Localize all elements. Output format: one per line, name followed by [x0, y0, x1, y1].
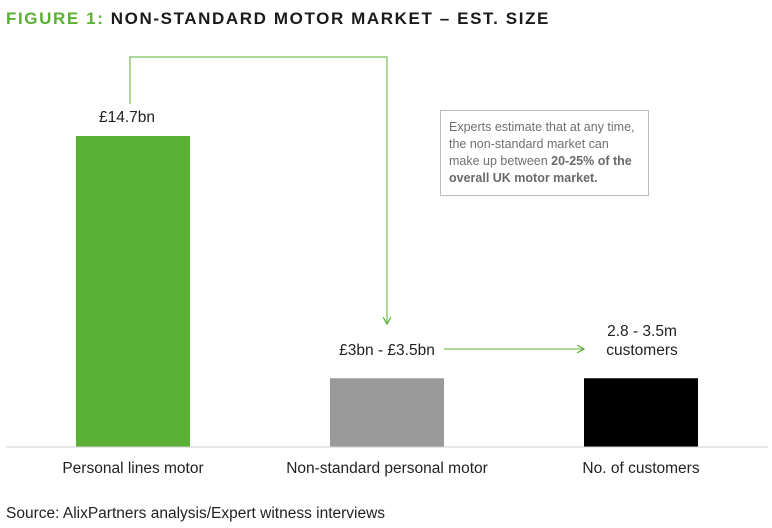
chart-title: NON-STANDARD MOTOR MARKET – EST. SIZE — [110, 9, 550, 28]
bar-chart: Personal lines motor Non-standard persona… — [6, 56, 768, 477]
figure-number: FIGURE 1: — [6, 9, 105, 28]
annotation-bold-tail: of the overall UK motor market. — [449, 154, 632, 185]
category-label-1: Personal lines motor — [62, 460, 203, 477]
value-label-2: £3bn - £3.5bn — [339, 342, 435, 359]
connector-arrow-1 — [129, 56, 387, 323]
value-label-1: £14.7bn — [99, 109, 155, 126]
figure-title: FIGURE 1: NON-STANDARD MOTOR MARKET – ES… — [6, 9, 550, 29]
source-note: Source: AlixPartners analysis/Expert wit… — [6, 505, 386, 522]
annotation-bold-range: 20-25% — [551, 154, 595, 168]
value-label-3: 2.8 - 3.5m customers — [606, 323, 678, 359]
annotation-text: Experts estimate that at any time, the n… — [449, 120, 635, 168]
category-label-2: Non-standard personal motor — [286, 460, 488, 477]
bar-3 — [584, 378, 698, 447]
annotation-box: Experts estimate that at any time, the n… — [440, 110, 649, 196]
category-label-3: No. of customers — [582, 460, 699, 477]
bar-2 — [330, 378, 444, 447]
bar-1 — [76, 136, 190, 447]
